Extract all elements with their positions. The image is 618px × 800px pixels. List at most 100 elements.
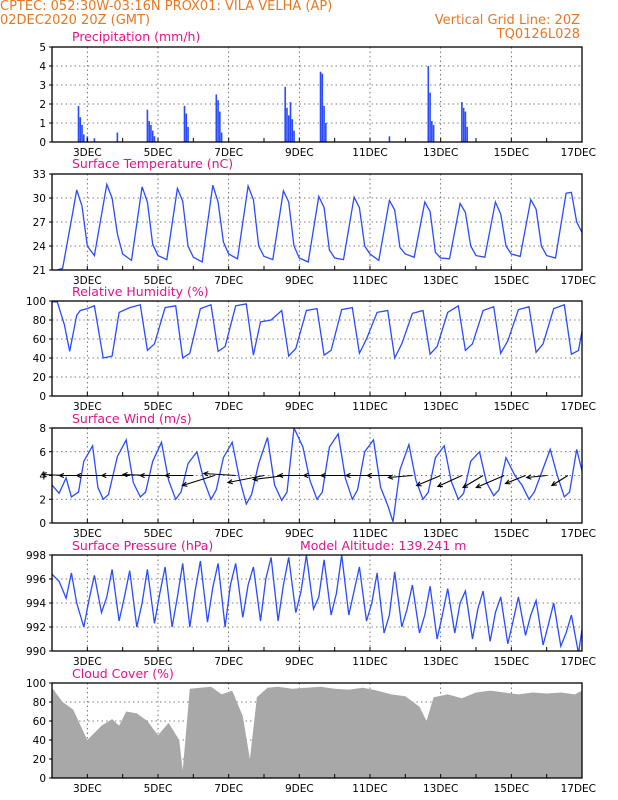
panel-6: 0 20 40 60 80 100 3DEC 5DEC 7DEC 9DEC 11DEC 13DEC 15… xyxy=(26,666,596,795)
x-tick-label: 13DEC xyxy=(423,783,458,795)
y-tick-label: 2 xyxy=(39,494,46,506)
wind-arrow-head xyxy=(164,472,171,479)
y-tick-label: 27 xyxy=(33,217,46,229)
x-tick-label: 17DEC xyxy=(561,656,596,668)
wind-arrow-head xyxy=(475,483,482,489)
x-tick-label: 3DEC xyxy=(73,275,102,287)
panel-title: Relative Humidity (%) xyxy=(72,284,209,299)
y-tick-label: 0 xyxy=(39,391,46,403)
precip-bar xyxy=(77,105,80,142)
y-tick-label: 100 xyxy=(26,296,46,308)
wind-arrow-head xyxy=(277,472,284,479)
y-tick-label: 990 xyxy=(26,646,46,658)
x-tick-label: 7DEC xyxy=(214,275,243,287)
precip-bar xyxy=(321,73,324,142)
wind-arrow-head xyxy=(461,483,469,489)
precip-bar xyxy=(151,130,154,142)
x-tick-label: 9DEC xyxy=(285,147,314,159)
y-tick-label: 992 xyxy=(26,622,46,634)
y-tick-label: 5 xyxy=(39,42,46,54)
precip-bar xyxy=(319,71,322,142)
x-tick-label: 15DEC xyxy=(494,528,529,540)
y-tick-label: 994 xyxy=(26,598,46,610)
x-tick-label: 13DEC xyxy=(423,528,458,540)
precip-bar xyxy=(93,138,96,142)
wind-arrow-shaft xyxy=(182,474,215,487)
wind-arrow xyxy=(475,474,505,489)
y-tick-label: 20 xyxy=(33,754,46,766)
wind-arrow-shaft xyxy=(476,474,505,489)
precip-bar xyxy=(432,124,435,142)
x-tick-label: 15DEC xyxy=(494,275,529,287)
wind-arrow-head xyxy=(387,474,394,480)
precip-bar xyxy=(291,119,294,142)
x-tick-label: 9DEC xyxy=(285,528,314,540)
panel-3: 0 20 40 60 80 100 3DEC 5DEC 7DEC 9DEC 11DEC 13DEC 15… xyxy=(26,284,596,413)
precip-bar xyxy=(215,94,218,142)
wind-arrow xyxy=(387,474,413,480)
precip-bar xyxy=(116,132,119,142)
wind-arrow xyxy=(415,474,441,487)
x-tick-label: 17DEC xyxy=(561,275,596,287)
wind-arrow-head xyxy=(251,476,259,482)
header-line-1: CPTEC: 052:30W-03:16N PROX01: VILA VELHA… xyxy=(0,0,333,14)
wind-arrow xyxy=(202,471,236,477)
wind-arrow-head xyxy=(302,472,309,479)
wind-arrow-shaft xyxy=(551,475,569,486)
x-tick-label: 15DEC xyxy=(494,401,529,413)
x-tick-label: 3DEC xyxy=(73,401,102,413)
precip-bar xyxy=(388,136,391,142)
wind-arrow-shaft xyxy=(416,474,441,487)
wind-arrow-shaft xyxy=(462,475,484,488)
x-tick-label: 7DEC xyxy=(214,147,243,159)
wind-arrow xyxy=(121,471,151,478)
wind-arrow xyxy=(319,472,349,479)
x-tick-label: 15DEC xyxy=(494,147,529,159)
x-tick-label: 3DEC xyxy=(73,656,102,668)
x-tick-label: 11DEC xyxy=(352,783,387,795)
wind-arrow xyxy=(226,474,265,485)
x-tick-label: 11DEC xyxy=(352,401,387,413)
wind-arrow-head xyxy=(226,479,233,485)
header-run-code: TQ0126L028 xyxy=(496,27,580,42)
series-line xyxy=(52,301,582,361)
y-tick-label: 0 xyxy=(39,773,46,785)
wind-arrow xyxy=(550,475,569,487)
y-tick-label: 21 xyxy=(33,265,46,277)
precip-bar xyxy=(148,121,150,142)
precip-bar xyxy=(81,124,83,142)
x-tick-label: 11DEC xyxy=(352,275,387,287)
y-tick-label: 60 xyxy=(33,716,46,728)
y-tick-label: 4 xyxy=(39,471,46,483)
x-tick-label: 9DEC xyxy=(285,275,314,287)
y-tick-label: 20 xyxy=(33,372,46,384)
y-tick-label: 33 xyxy=(33,169,46,181)
wind-arrow-head xyxy=(550,480,557,487)
precip-bar xyxy=(287,115,290,142)
wind-arrow-head xyxy=(75,472,82,479)
panel-title: Precipitation (mm/h) xyxy=(72,29,200,44)
y-tick-label: 0 xyxy=(39,518,46,530)
precip-bar xyxy=(286,107,288,142)
x-tick-label: 5DEC xyxy=(144,656,173,668)
x-tick-label: 17DEC xyxy=(561,147,596,159)
panel-title: Surface Pressure (hPa) xyxy=(72,538,213,553)
wind-arrow-head xyxy=(525,474,532,480)
precip-bar xyxy=(83,134,85,142)
wind-arrow xyxy=(436,475,463,488)
x-tick-label: 9DEC xyxy=(285,401,314,413)
wind-arrow xyxy=(277,472,307,479)
y-tick-label: 0 xyxy=(39,137,46,149)
x-tick-label: 5DEC xyxy=(144,783,173,795)
wind-arrow-head xyxy=(40,472,47,478)
x-tick-label: 17DEC xyxy=(561,528,596,540)
wind-arrow xyxy=(525,474,547,480)
precip-bar xyxy=(323,105,325,142)
header-date: 02DEC2020 20Z (GMT) xyxy=(0,13,151,28)
wind-arrow-shaft xyxy=(437,475,463,487)
panel-1: 0 1 2 3 4 5 3DEC 5DEC 7DEC 9DEC 11DEC 13DEC 15DEC 17D… xyxy=(39,29,596,159)
x-tick-label: 15DEC xyxy=(494,656,529,668)
x-tick-label: 7DEC xyxy=(214,528,243,540)
precip-bar xyxy=(462,107,465,142)
wind-arrow xyxy=(365,472,392,479)
